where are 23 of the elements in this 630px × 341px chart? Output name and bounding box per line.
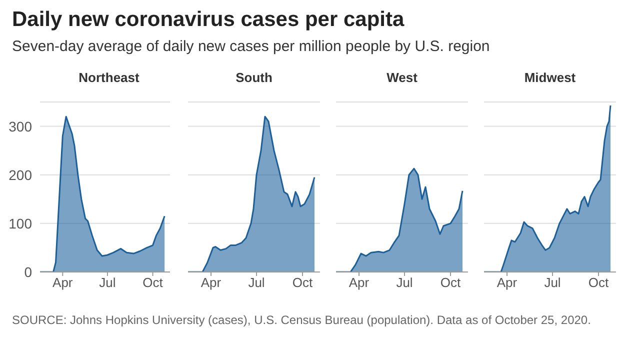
text: Midwest <box>523 70 577 87</box>
source-note: SOURCE: Johns Hopkins University (cases), U.S. Census Bureau (population). Data as of October 25, 2020. <box>12 313 591 327</box>
x-tick-label: Jul <box>248 275 265 290</box>
x-tick-label: Jul <box>544 275 561 290</box>
x-tick-label: Apr <box>200 275 222 290</box>
x-tick-label: Apr <box>52 275 74 290</box>
y-tick-label: 300 <box>8 118 32 134</box>
text: South <box>234 70 274 87</box>
x-tick-label: Apr <box>348 275 370 290</box>
y-tick-label: 0 <box>24 264 32 280</box>
y-tick-label: 200 <box>8 166 32 183</box>
x-tick-label: Jul <box>99 275 116 290</box>
x-tick-label: Oct <box>588 275 609 290</box>
x-tick-label: Oct <box>142 275 164 290</box>
x-tick-label: Oct <box>440 275 461 290</box>
y-tick-label: 100 <box>8 215 32 232</box>
text: Seven-day average of daily new cases per million people by U.S. region <box>12 38 490 55</box>
x-tick-label: Apr <box>496 275 518 290</box>
text: Northeast <box>78 70 140 87</box>
x-tick-label: Jul <box>396 275 413 290</box>
chart-title: Daily new coronavirus cases per capita <box>12 8 404 32</box>
x-tick-label: Oct <box>292 275 313 290</box>
text: West <box>386 70 418 87</box>
